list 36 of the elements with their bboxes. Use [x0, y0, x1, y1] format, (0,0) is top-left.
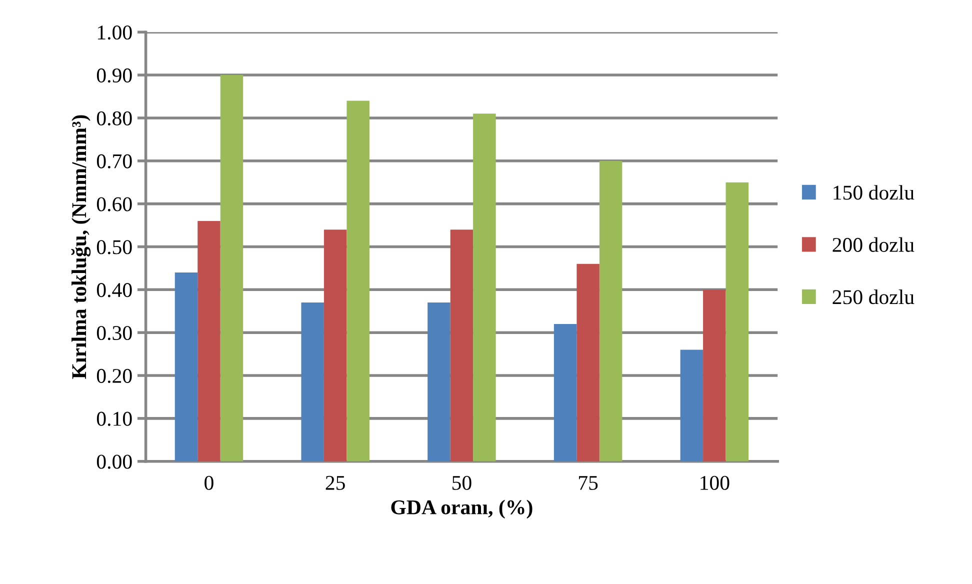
- bar: [450, 230, 474, 462]
- bar: [198, 220, 220, 462]
- y-tick-label: 0.90: [96, 68, 132, 83]
- legend-label: 150 dozlu: [834, 185, 914, 200]
- y-tick-label: 0.40: [96, 283, 132, 298]
- x-tick-label: 25: [326, 476, 345, 490]
- x-axis-title: GDA oranı, (%): [391, 500, 532, 519]
- bar: [703, 290, 726, 462]
- bar: [174, 272, 198, 462]
- y-tick-label: 0.20: [96, 368, 132, 384]
- bar: [726, 182, 749, 462]
- legend-label: 200 dozlu: [832, 237, 914, 252]
- bar: [599, 160, 622, 462]
- bar: [428, 302, 450, 462]
- y-tick-label: 0.30: [96, 326, 132, 340]
- x-tick-label: 0: [204, 476, 214, 490]
- bar: [324, 230, 347, 462]
- x-tick-label: 75: [579, 476, 598, 490]
- bar: [301, 302, 324, 462]
- bar: [473, 114, 496, 462]
- y-tick-label: 0.50: [96, 240, 132, 254]
- bar: [346, 100, 370, 462]
- x-tick-label: 50: [452, 476, 472, 490]
- y-tick-label: 0.10: [96, 412, 132, 426]
- y-tick-label: 0.60: [96, 197, 132, 212]
- legend-label: 250 dozlu: [832, 290, 914, 304]
- y-tick-label: 1.00: [98, 25, 132, 40]
- bar: [220, 75, 244, 462]
- bar: [576, 264, 600, 462]
- y-tick-label: 0.00: [96, 454, 132, 469]
- y-tick-label: 0.70: [96, 154, 132, 168]
- y-axis-title: Kırılma tokluğu, (Nmm/mm³): [71, 115, 91, 379]
- y-tick-label: 0.80: [96, 111, 132, 126]
- bar: [554, 324, 577, 462]
- bar: [680, 350, 704, 462]
- x-tick-label: 100: [700, 476, 730, 490]
